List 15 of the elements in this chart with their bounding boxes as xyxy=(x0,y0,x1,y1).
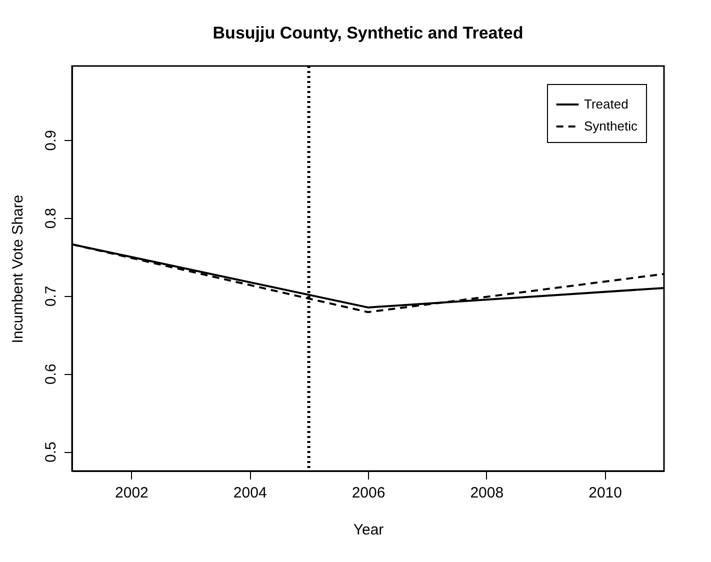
x-tick-label: 2002 xyxy=(115,484,148,502)
x-axis-title: Year xyxy=(353,522,384,538)
x-tick-label: 2004 xyxy=(233,484,267,502)
y-tick-label: 0.8 xyxy=(42,208,60,229)
y-tick-label: 0.7 xyxy=(42,286,60,307)
y-tick-label: 0.9 xyxy=(42,130,60,151)
x-tick-label: 2010 xyxy=(588,484,622,502)
x-tick-label: 2008 xyxy=(470,484,504,502)
y-tick-label: 0.5 xyxy=(42,442,60,462)
y-axis-title: Incumbent Vote Share xyxy=(10,194,26,344)
chart-title: Busujju County, Synthetic and Treated xyxy=(212,24,524,42)
y-tick-label: 0.6 xyxy=(42,364,60,385)
x-tick-label: 2006 xyxy=(352,484,386,502)
legend-label: Synthetic xyxy=(584,118,638,134)
legend-label: Treated xyxy=(584,96,628,112)
